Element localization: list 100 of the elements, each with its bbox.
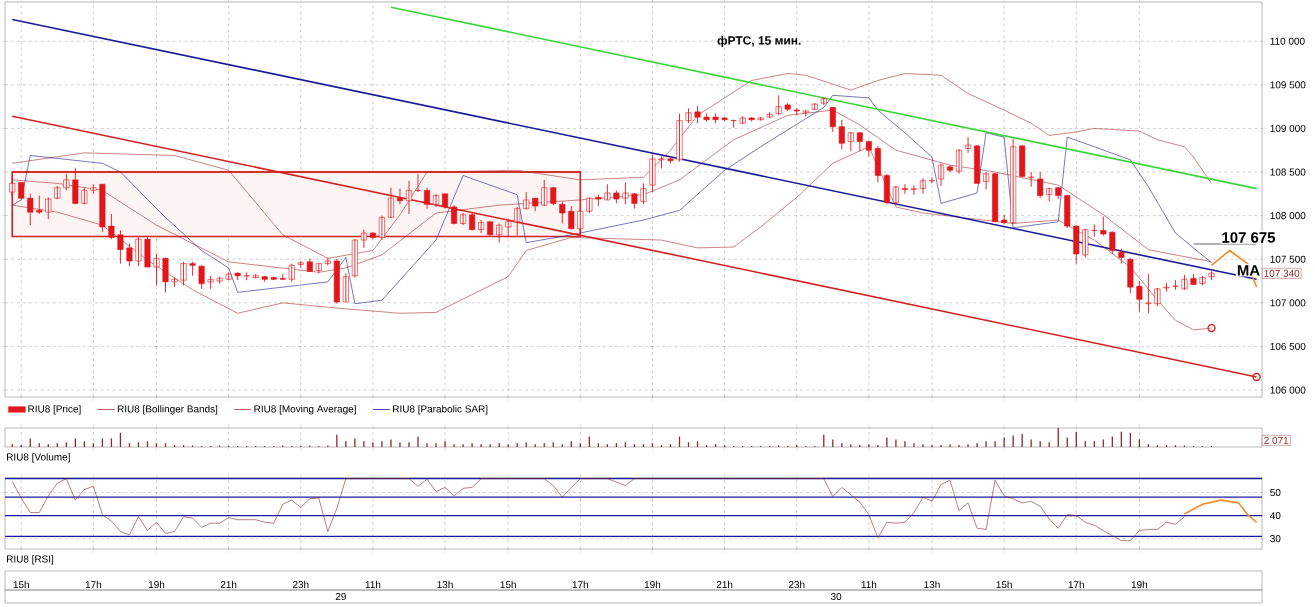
candlestick (126, 243, 133, 267)
candlestick (162, 257, 169, 293)
candlestick (81, 187, 88, 205)
candlestick (613, 189, 620, 204)
candlestick (550, 186, 557, 206)
candlestick (1055, 186, 1062, 200)
candlestick (622, 182, 629, 205)
candlestick (604, 183, 611, 201)
candlestick (595, 194, 602, 207)
annotation: MA (1237, 265, 1260, 276)
candlestick (559, 201, 566, 224)
text: 30 (830, 592, 842, 601)
candlestick (1145, 273, 1152, 314)
candlestick (793, 107, 800, 116)
y-tick-label: 50 (1270, 488, 1281, 497)
x-tick-label: 17h (572, 580, 588, 588)
candlestick (1163, 282, 1170, 292)
candlestick (757, 116, 764, 122)
candlestick (1190, 273, 1197, 285)
candlestick (775, 94, 782, 116)
x-tick-label: 21h (716, 580, 733, 588)
x-tick-label: 23h (788, 580, 805, 589)
candlestick (523, 191, 530, 210)
line-series (11, 95, 1212, 304)
candlestick (1064, 194, 1071, 229)
candlestick (1199, 275, 1206, 286)
candlestick (225, 271, 232, 281)
line-series (11, 73, 1212, 259)
candlestick (108, 213, 115, 240)
candlestick (1046, 187, 1053, 203)
y-tick-label: 30 (1270, 535, 1281, 543)
candlestick (694, 105, 701, 124)
y-tick-label: 109 000 (1270, 124, 1306, 132)
candlestick (18, 182, 25, 200)
candlestick (324, 257, 331, 266)
candlestick (739, 115, 746, 125)
candlestick (252, 273, 259, 279)
line-series (11, 109, 1212, 273)
candlestick (748, 116, 755, 122)
candlestick (90, 183, 97, 195)
y-tick-label: 110 000 (1270, 37, 1305, 45)
candlestick (306, 257, 313, 272)
text: фРТС, 15 мин. (717, 35, 801, 48)
candlestick (261, 275, 268, 283)
candlestick (811, 102, 818, 111)
candlestick (901, 183, 908, 195)
candlestick (1118, 248, 1125, 265)
x-tick-label: 13h (437, 580, 453, 589)
x-tick-label: 19h (1131, 580, 1148, 589)
legend-label: RIU8 [Bollinger Bands] (117, 405, 218, 415)
candlestick (189, 261, 196, 277)
text: 107 340 (1264, 269, 1300, 277)
candlestick (541, 179, 548, 207)
candlestick (144, 236, 151, 268)
candlestick (1127, 257, 1134, 294)
candlestick (703, 113, 710, 122)
candlestick (658, 155, 665, 169)
text: RIU8 [RSI] (7, 555, 54, 565)
x-tick-label: 15h (996, 580, 1012, 589)
candlestick (315, 263, 322, 274)
candlestick (1136, 280, 1143, 312)
y-tick-label: 40 (1270, 512, 1281, 520)
candlestick (45, 196, 52, 220)
candlestick (1019, 144, 1026, 178)
candlestick (820, 96, 827, 106)
x-tick-label: 11h (365, 580, 381, 588)
x-tick-label: 17h (85, 580, 102, 588)
candlestick (72, 167, 79, 205)
candlestick (766, 111, 773, 119)
candlestick (153, 253, 160, 286)
candlestick (1181, 274, 1188, 291)
y-tick-label: 107 000 (1270, 299, 1306, 307)
candlestick (270, 276, 277, 281)
x-tick-label: 13h (924, 580, 940, 589)
candlestick (1082, 228, 1089, 258)
candlestick (586, 196, 593, 214)
candlestick (297, 260, 304, 269)
candlestick (784, 102, 791, 112)
x-tick-label: 15h (13, 580, 29, 589)
candlestick (234, 271, 241, 281)
candlestick (685, 107, 692, 124)
candlestick (216, 276, 223, 285)
line-series (1183, 499, 1258, 524)
candlestick (1208, 270, 1215, 281)
y-tick-label: 107 500 (1270, 255, 1306, 263)
candlestick (1073, 224, 1080, 265)
annotation: 107 675 (1222, 232, 1276, 243)
candlestick (180, 261, 187, 286)
candlestick (279, 273, 286, 281)
candlestick (910, 184, 917, 196)
legend-label: RIU8 [Moving Average] (254, 405, 356, 415)
text: RIU8 [Volume] (7, 453, 70, 463)
candlestick (27, 193, 34, 226)
candlestick (171, 277, 178, 288)
candlestick (721, 116, 728, 122)
candlestick (1109, 230, 1116, 255)
candlestick (288, 263, 295, 283)
candlestick (99, 183, 106, 233)
y-tick-label: 106 500 (1270, 342, 1306, 350)
x-tick-label: 15h (500, 580, 516, 589)
